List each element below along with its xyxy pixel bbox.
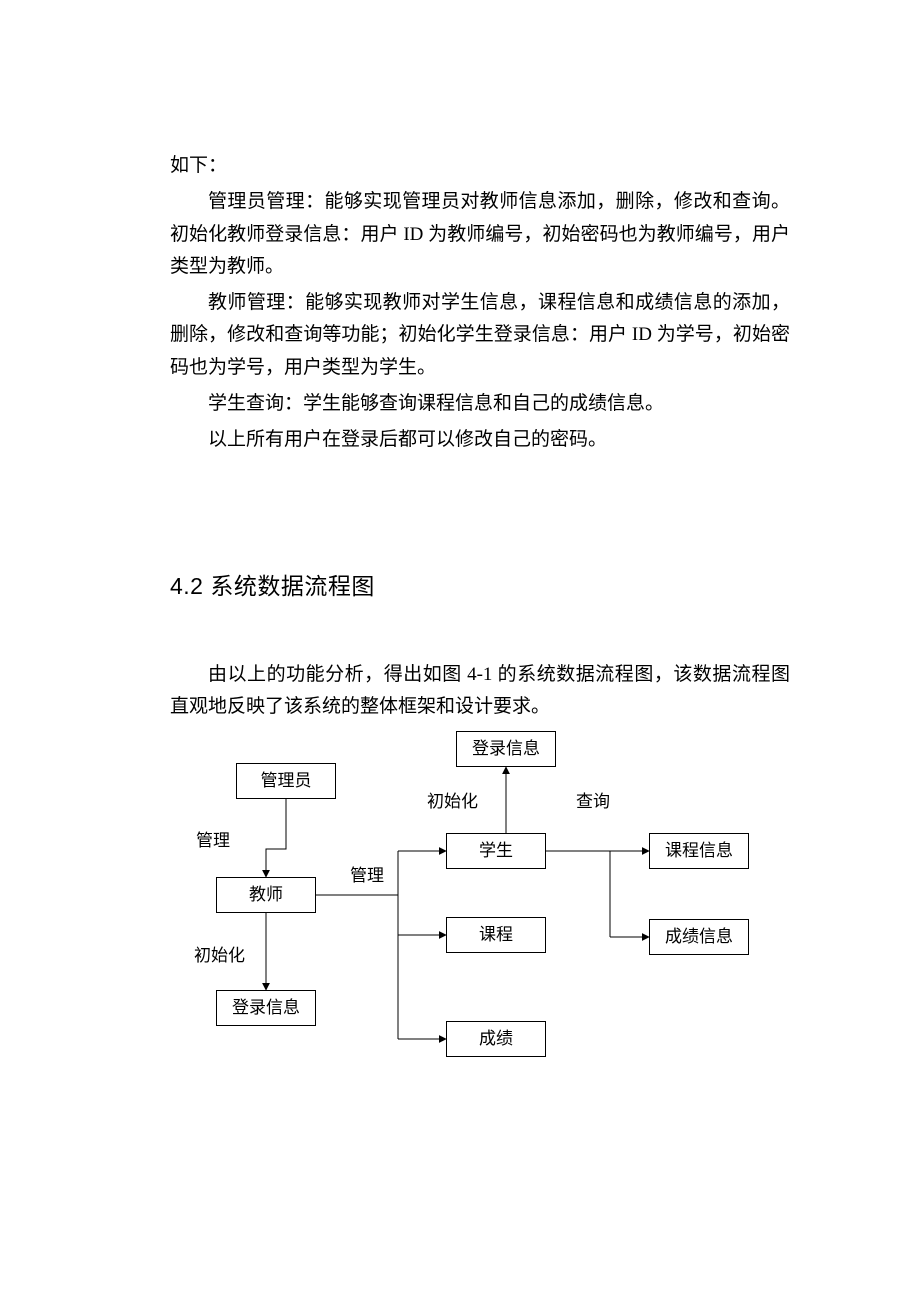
paragraph-password: 以上所有用户在登录后都可以修改自己的密码。	[170, 424, 790, 456]
flowchart-edge-label: 初始化	[427, 787, 478, 812]
paragraph-flow-intro: 由以上的功能分析，得出如图 4-1 的系统数据流程图，该数据流程图直观地反映了该…	[170, 659, 790, 724]
flowchart-edge-label: 管理	[196, 826, 230, 851]
flowchart-node-student: 学生	[446, 833, 546, 869]
document-page: { "text": { "p0": "如下：", "p1": "管理员管理：能够…	[0, 0, 920, 1301]
paragraph-intro: 如下：	[170, 150, 790, 182]
flowchart-node-course_info: 课程信息	[649, 833, 749, 869]
flowchart-node-login_teacher: 登录信息	[216, 990, 316, 1026]
paragraph-admin: 管理员管理：能够实现管理员对教师信息添加，删除，修改和查询。初始化教师登录信息：…	[170, 186, 790, 283]
flowchart-edge	[266, 799, 286, 877]
paragraph-student: 学生查询：学生能够查询课程信息和自己的成绩信息。	[170, 388, 790, 420]
section-heading-4-2: 4.2 系统数据流程图	[170, 567, 790, 601]
flowchart-node-grade: 成绩	[446, 1021, 546, 1057]
flowchart-node-login_student: 登录信息	[456, 731, 556, 767]
paragraph-teacher: 教师管理：能够实现教师对学生信息，课程信息和成绩信息的添加，删除，修改和查询等功…	[170, 287, 790, 384]
flowchart-node-course: 课程	[446, 917, 546, 953]
flowchart-node-grade_info: 成绩信息	[649, 919, 749, 955]
flowchart-edge-label: 初始化	[194, 941, 245, 966]
flowchart-container: 管理员教师登录信息登录信息学生课程成绩课程信息成绩信息 管理初始化管理初始化查询	[190, 731, 770, 1081]
flowchart-edge-label: 管理	[350, 861, 384, 886]
flowchart-node-teacher: 教师	[216, 877, 316, 913]
flowchart-edge-label: 查询	[576, 787, 610, 812]
flowchart-node-admin: 管理员	[236, 763, 336, 799]
